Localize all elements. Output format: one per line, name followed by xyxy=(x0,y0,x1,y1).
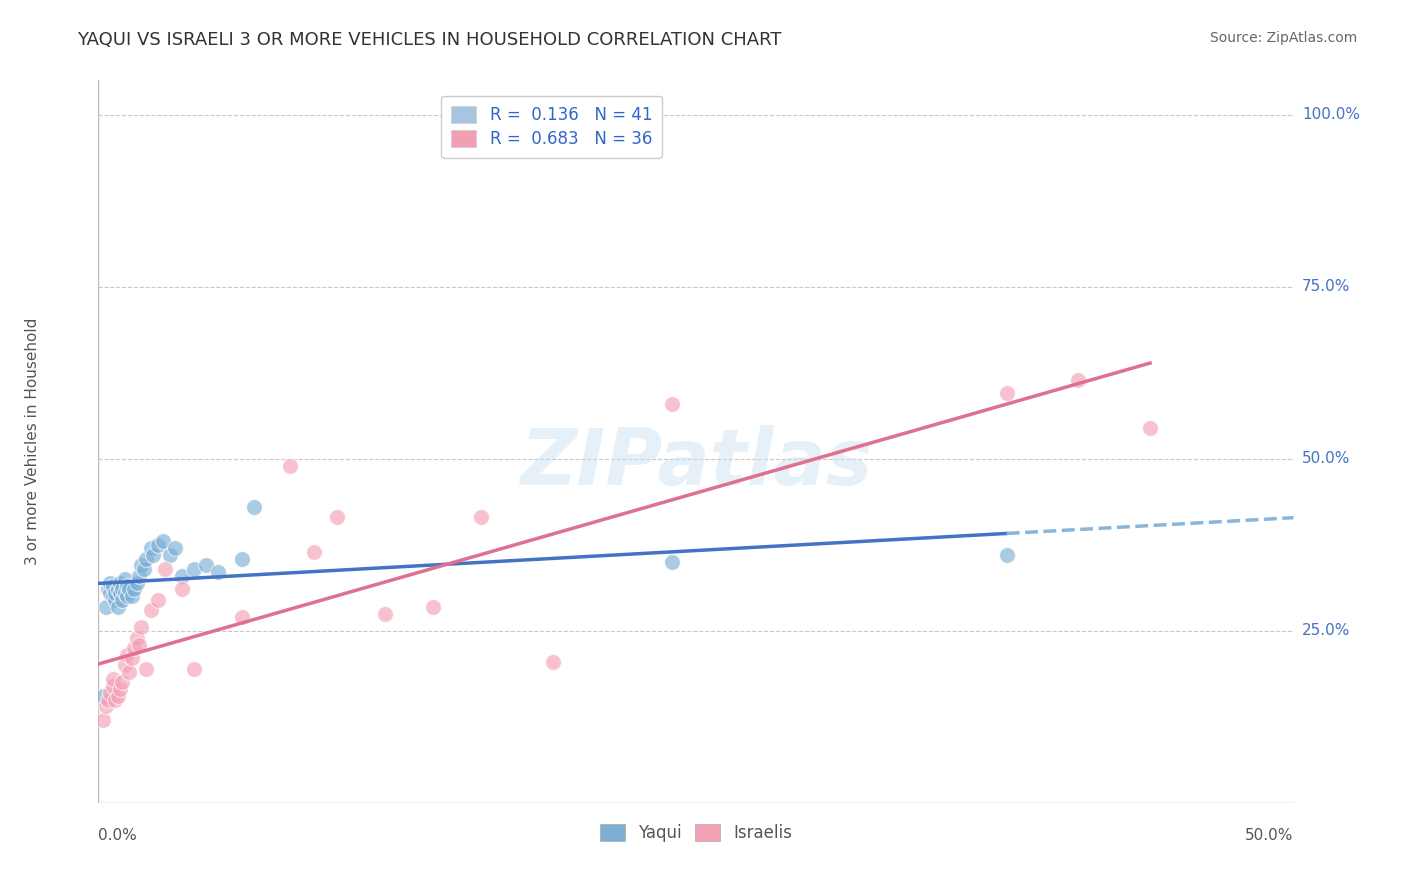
Point xyxy=(128,638,150,652)
Point xyxy=(114,586,136,600)
Point xyxy=(98,575,122,590)
Point xyxy=(114,572,136,586)
Point xyxy=(152,534,174,549)
Point xyxy=(125,631,148,645)
Point xyxy=(97,692,120,706)
Text: 100.0%: 100.0% xyxy=(1302,107,1360,122)
Point xyxy=(142,548,165,562)
Point xyxy=(121,651,143,665)
Point xyxy=(148,592,170,607)
Point xyxy=(131,620,153,634)
Point xyxy=(115,648,138,662)
Text: 50.0%: 50.0% xyxy=(1302,451,1350,467)
Point xyxy=(661,555,683,569)
Point xyxy=(104,586,127,600)
Point xyxy=(111,582,134,597)
Point xyxy=(159,548,181,562)
Point xyxy=(183,562,205,576)
Point xyxy=(124,582,146,597)
Point xyxy=(128,568,150,582)
Point xyxy=(243,500,266,514)
Point xyxy=(124,640,146,655)
Point xyxy=(98,686,122,700)
Point xyxy=(115,579,138,593)
Text: 50.0%: 50.0% xyxy=(1246,828,1294,843)
Point xyxy=(111,675,134,690)
Point xyxy=(125,575,148,590)
Point xyxy=(107,689,129,703)
Point xyxy=(111,592,134,607)
Point xyxy=(94,699,117,714)
Point xyxy=(131,558,153,573)
Point xyxy=(172,582,194,597)
Point xyxy=(207,566,229,580)
Point xyxy=(101,590,124,604)
Point xyxy=(278,458,301,473)
Text: YAQUI VS ISRAELI 3 OR MORE VEHICLES IN HOUSEHOLD CORRELATION CHART: YAQUI VS ISRAELI 3 OR MORE VEHICLES IN H… xyxy=(77,31,782,49)
Text: Source: ZipAtlas.com: Source: ZipAtlas.com xyxy=(1209,31,1357,45)
Point xyxy=(422,599,444,614)
Point xyxy=(139,541,162,556)
Point xyxy=(132,562,155,576)
Point xyxy=(374,607,396,621)
Point xyxy=(108,586,131,600)
Point xyxy=(101,672,124,686)
Point xyxy=(114,658,136,673)
Text: 75.0%: 75.0% xyxy=(1302,279,1350,294)
Point xyxy=(661,397,683,411)
Text: 3 or more Vehicles in Household: 3 or more Vehicles in Household xyxy=(25,318,41,566)
Point xyxy=(172,568,194,582)
Point xyxy=(148,538,170,552)
Point xyxy=(155,562,177,576)
Legend: Yaqui, Israelis: Yaqui, Israelis xyxy=(593,817,799,848)
Point xyxy=(118,582,141,597)
Point xyxy=(108,682,131,697)
Point xyxy=(91,713,114,727)
Point xyxy=(1139,421,1161,435)
Text: 0.0%: 0.0% xyxy=(98,828,138,843)
Point xyxy=(195,558,218,573)
Point xyxy=(995,548,1018,562)
Point xyxy=(163,541,186,556)
Text: 25.0%: 25.0% xyxy=(1302,624,1350,639)
Point xyxy=(541,655,564,669)
Point xyxy=(91,689,114,703)
Point xyxy=(470,510,492,524)
Point xyxy=(101,579,124,593)
Point xyxy=(108,575,131,590)
Point xyxy=(101,679,124,693)
Point xyxy=(135,662,157,676)
Text: ZIPatlas: ZIPatlas xyxy=(520,425,872,501)
Point xyxy=(302,544,325,558)
Point xyxy=(231,610,253,624)
Point xyxy=(94,599,117,614)
Point xyxy=(115,590,138,604)
Point xyxy=(1067,373,1090,387)
Point xyxy=(231,551,253,566)
Point xyxy=(98,586,122,600)
Point xyxy=(107,599,129,614)
Point xyxy=(139,603,162,617)
Point xyxy=(135,551,157,566)
Point xyxy=(183,662,205,676)
Point xyxy=(107,582,129,597)
Point xyxy=(326,510,349,524)
Point xyxy=(97,582,120,597)
Point xyxy=(104,592,127,607)
Point xyxy=(121,590,143,604)
Point xyxy=(104,692,127,706)
Point xyxy=(995,386,1018,401)
Point xyxy=(118,665,141,679)
